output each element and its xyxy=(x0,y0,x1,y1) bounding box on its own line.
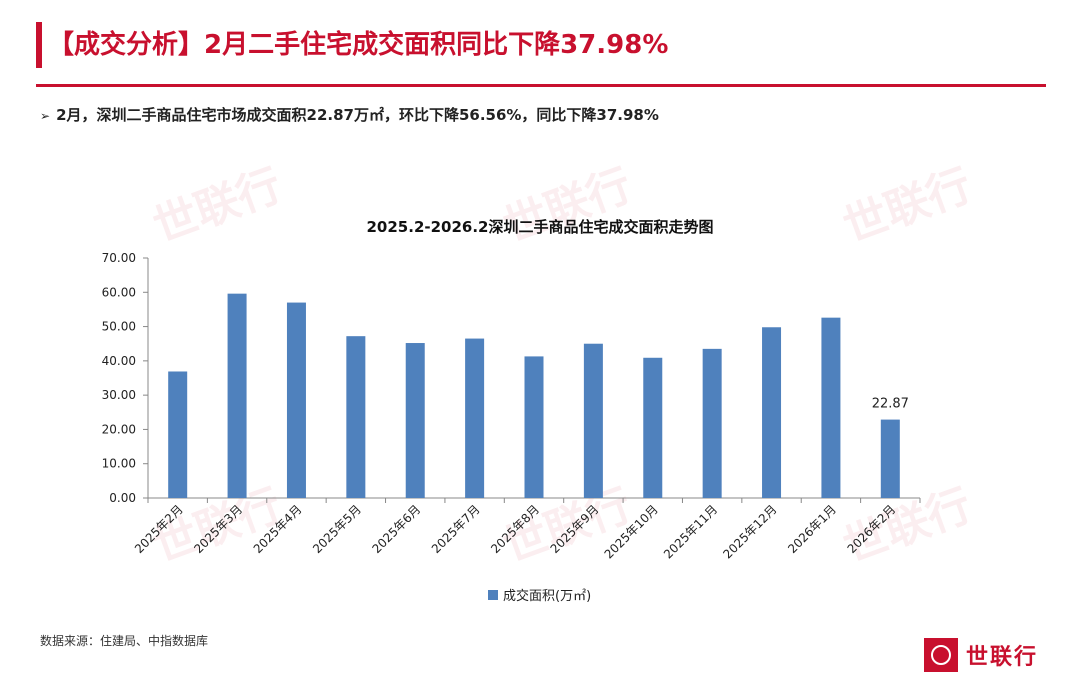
x-tick-label: 2025年11月 xyxy=(661,502,720,561)
y-tick-label: 70.00 xyxy=(102,251,136,265)
x-tick-label: 2025年6月 xyxy=(369,502,423,556)
title-divider xyxy=(36,84,1046,87)
y-tick-label: 20.00 xyxy=(102,422,136,436)
x-tick-label: 2026年1月 xyxy=(785,502,839,556)
bar xyxy=(702,348,722,498)
y-tick-label: 60.00 xyxy=(102,285,136,299)
y-tick-label: 40.00 xyxy=(102,354,136,368)
bar xyxy=(583,343,603,498)
x-tick-label: 2025年9月 xyxy=(548,502,602,556)
bar xyxy=(168,371,188,498)
x-tick-label: 2025年12月 xyxy=(720,502,779,561)
y-tick-label: 0.00 xyxy=(109,491,136,505)
bar xyxy=(524,356,544,498)
bar xyxy=(762,327,782,498)
bar xyxy=(880,419,900,498)
bar xyxy=(465,338,485,498)
page-title: 【成交分析】2月二手住宅成交面积同比下降37.98% xyxy=(48,30,669,60)
y-tick-label: 50.00 xyxy=(102,320,136,334)
summary-text: 2月，深圳二手商品住宅市场成交面积22.87万㎡，环比下降56.56%，同比下降… xyxy=(56,106,659,124)
legend-swatch xyxy=(488,590,498,600)
bar xyxy=(405,343,425,498)
x-tick-label: 2025年10月 xyxy=(602,502,661,561)
data-source-note: 数据来源：住建局、中指数据库 xyxy=(40,634,209,648)
x-tick-label: 2025年5月 xyxy=(310,502,364,556)
y-tick-label: 30.00 xyxy=(102,388,136,402)
x-tick-label: 2025年7月 xyxy=(429,502,483,556)
title-accent-bar xyxy=(36,22,42,68)
x-tick-label: 2025年8月 xyxy=(488,502,542,556)
logo-text: 世联行 xyxy=(966,645,1039,670)
bar xyxy=(346,336,366,498)
y-tick-label: 10.00 xyxy=(102,457,136,471)
bar xyxy=(227,293,247,498)
x-tick-label: 2025年3月 xyxy=(191,502,245,556)
bar xyxy=(821,317,841,498)
company-logo: 世联行 xyxy=(924,636,1038,674)
bar xyxy=(286,302,306,498)
x-tick-label: 2025年4月 xyxy=(251,502,305,556)
x-tick-label: 2025年2月 xyxy=(132,502,186,556)
logo-mark-icon xyxy=(924,638,958,672)
x-tick-label: 2026年2月 xyxy=(845,502,899,556)
data-label: 22.87 xyxy=(872,397,909,412)
summary-bullet: ➢ 2月，深圳二手商品住宅市场成交面积22.87万㎡，环比下降56.56%，同比下… xyxy=(40,104,659,125)
bullet-arrow-icon: ➢ xyxy=(40,109,51,123)
legend-label: 成交面积(万㎡) xyxy=(503,588,591,604)
chart-title: 2025.2-2026.2深圳二手商品住宅成交面积走势图 xyxy=(366,218,714,236)
bar xyxy=(643,357,663,498)
